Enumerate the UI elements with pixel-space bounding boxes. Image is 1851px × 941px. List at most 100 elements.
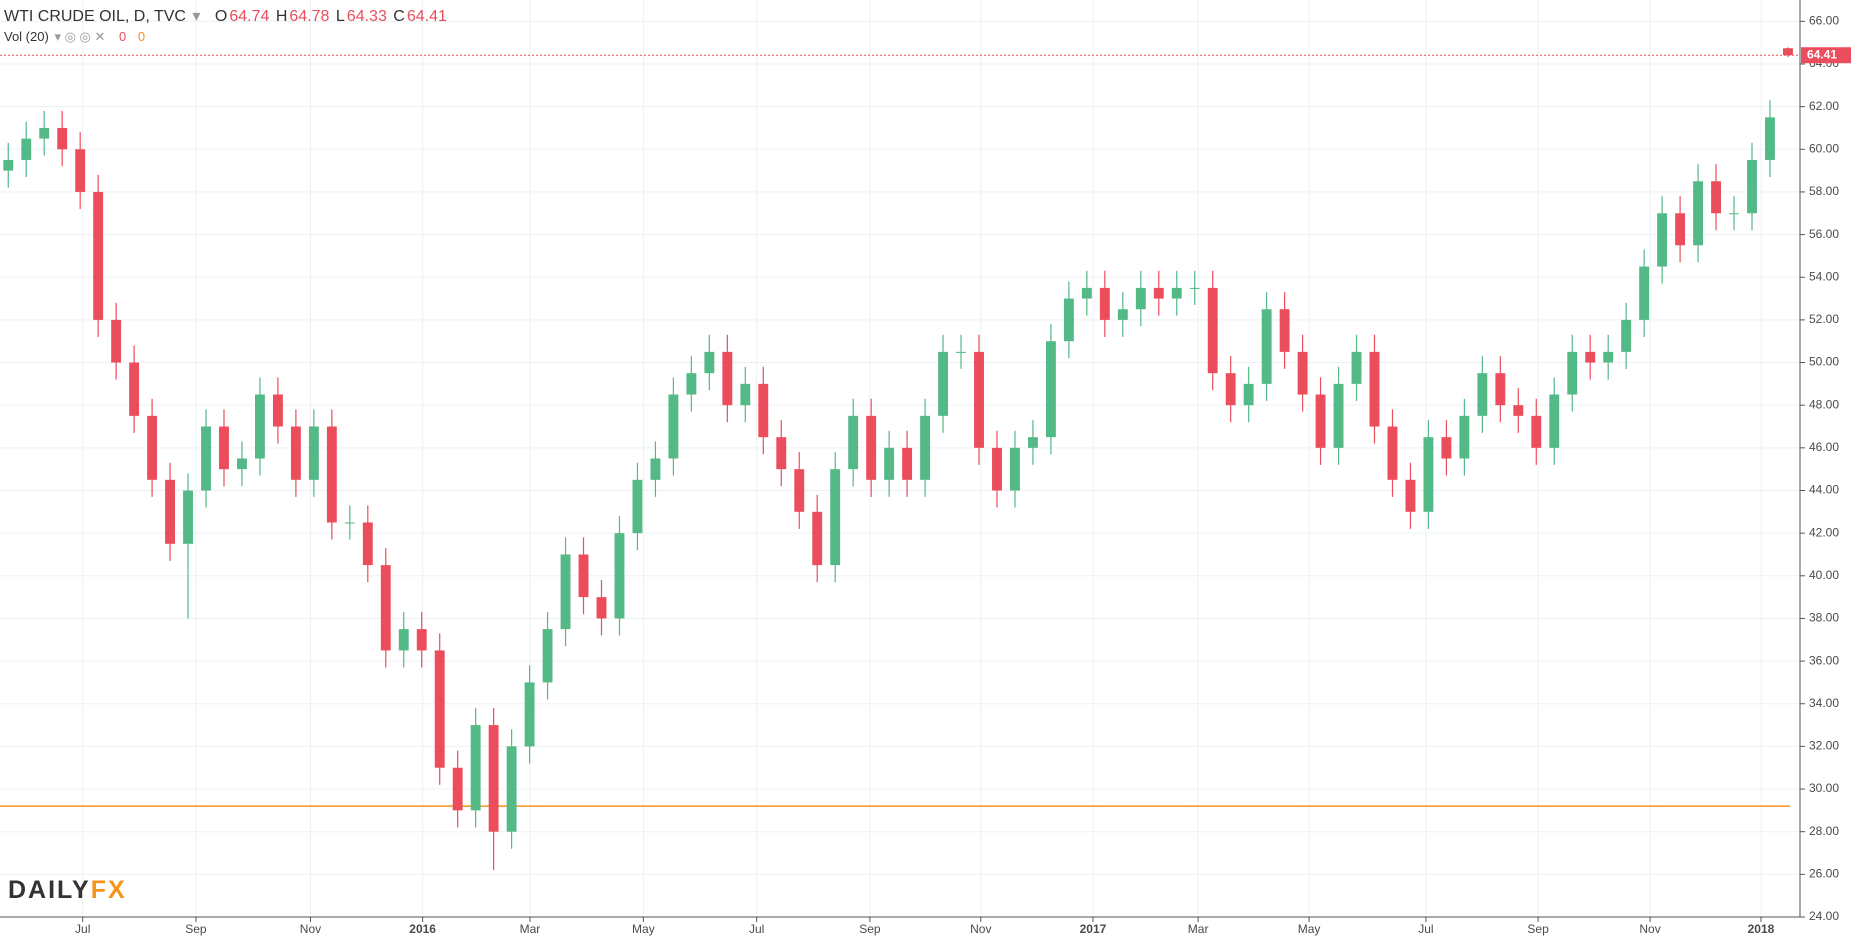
x-tick-label: Jul: [749, 922, 764, 936]
candle-body: [1189, 287, 1200, 289]
x-tick-label: 2018: [1748, 922, 1775, 936]
x-tick-label: Nov: [970, 922, 991, 936]
candle-body: [1459, 415, 1470, 459]
candle-body: [1171, 287, 1182, 299]
y-tick-label: 34.00: [1809, 696, 1839, 710]
x-tick-label: Sep: [859, 922, 881, 936]
candle-body: [1693, 181, 1704, 246]
y-tick-label: 54.00: [1809, 269, 1839, 283]
y-tick-label: 40.00: [1809, 568, 1839, 582]
candle-body: [1153, 287, 1164, 299]
candle-body: [506, 746, 517, 832]
last-price-label: 64.41: [1807, 47, 1837, 61]
candle-body: [380, 565, 391, 651]
logo: DAILYFX: [8, 876, 127, 905]
candle-body: [560, 554, 571, 630]
candle-body: [1315, 394, 1326, 448]
ohlc-label: C: [393, 8, 405, 25]
y-tick-label: 32.00: [1809, 739, 1839, 753]
candle-body: [111, 319, 122, 363]
y-tick-label: 58.00: [1809, 184, 1839, 198]
candle-body: [183, 490, 193, 544]
candle-body: [147, 415, 158, 480]
candle-body: [1351, 351, 1362, 384]
candle-body: [866, 415, 877, 480]
candle-body: [290, 426, 301, 480]
logo-part: DAILY: [8, 876, 91, 904]
candle-body: [21, 138, 32, 160]
candle-body: [938, 351, 948, 416]
x-tick-label: 2016: [409, 922, 436, 936]
candle-body: [1531, 415, 1542, 448]
dropdown[interactable]: ▾: [192, 8, 201, 25]
indicator-controls[interactable]: ▾ ◎ ◎ ✕: [54, 29, 106, 44]
x-tick-label: May: [1298, 922, 1321, 936]
candle-body: [1783, 48, 1793, 56]
candle-body: [650, 458, 661, 480]
indicator-name[interactable]: Vol (20): [4, 29, 49, 44]
ohlc-value: 64.33: [346, 8, 387, 25]
candle-body: [578, 554, 589, 598]
candle-body: [524, 682, 535, 747]
candle-body: [434, 650, 445, 768]
candle-body: [1099, 287, 1110, 320]
candle-body: [776, 437, 787, 470]
candle-body: [1405, 479, 1416, 512]
y-tick-label: 60.00: [1809, 141, 1839, 155]
candle-body: [848, 415, 859, 470]
candle-body: [237, 458, 247, 470]
candle-body: [1207, 287, 1218, 374]
indicator-header: Vol (20) ▾ ◎ ◎ ✕ 0 0: [4, 29, 147, 45]
last-price-box: [1801, 47, 1851, 64]
candle-body: [1369, 351, 1380, 427]
x-tick-label: Sep: [185, 922, 207, 936]
y-tick-label: 24.00: [1809, 909, 1839, 923]
candle-body: [686, 373, 697, 395]
symbol-title[interactable]: WTI CRUDE OIL, D, TVC: [4, 8, 186, 25]
candle-body: [1333, 383, 1344, 448]
y-tick-label: 26.00: [1809, 867, 1839, 881]
candle-body: [1010, 447, 1020, 491]
y-tick-label: 56.00: [1809, 227, 1839, 241]
x-tick-label: Mar: [1188, 922, 1209, 936]
ohlc-value: 64.74: [229, 8, 270, 25]
candle-body: [1549, 394, 1560, 448]
candle-body: [1297, 351, 1308, 395]
candle-body: [830, 469, 841, 566]
candle-body: [1081, 287, 1092, 299]
candle-body: [722, 351, 733, 406]
ohlc-label: H: [275, 8, 288, 25]
candle-body: [398, 629, 409, 651]
candle-body: [254, 394, 265, 459]
y-tick-label: 50.00: [1809, 355, 1839, 369]
candle-body: [596, 597, 607, 619]
candle-body: [1063, 298, 1074, 342]
x-tick-label: Nov: [300, 922, 321, 936]
x-tick-label: May: [632, 922, 655, 936]
candle-body: [884, 447, 895, 480]
indicator-value: 0: [137, 29, 146, 44]
candle-body: [1747, 159, 1757, 214]
ohlc-label: L: [335, 8, 345, 25]
candle-body: [1729, 213, 1739, 215]
ohlc-value: 64.41: [406, 8, 447, 25]
candle-body: [632, 479, 643, 534]
candle-body: [956, 351, 966, 353]
candle-body: [3, 159, 14, 171]
candle-body: [1243, 383, 1254, 406]
x-tick-label: Jul: [1418, 922, 1433, 936]
candle-body: [614, 533, 625, 619]
candle-body: [1477, 373, 1488, 416]
y-tick-label: 44.00: [1809, 483, 1839, 497]
candle-body: [326, 426, 337, 523]
candle-body: [812, 511, 823, 566]
y-tick-label: 42.00: [1809, 525, 1839, 539]
candle-body: [470, 725, 481, 811]
candle-body: [1675, 213, 1686, 246]
x-tick-label: Sep: [1527, 922, 1549, 936]
y-tick-label: 30.00: [1809, 781, 1839, 795]
candle-body: [1387, 426, 1398, 480]
candle-body: [1513, 405, 1524, 416]
candle-body: [1441, 437, 1452, 459]
